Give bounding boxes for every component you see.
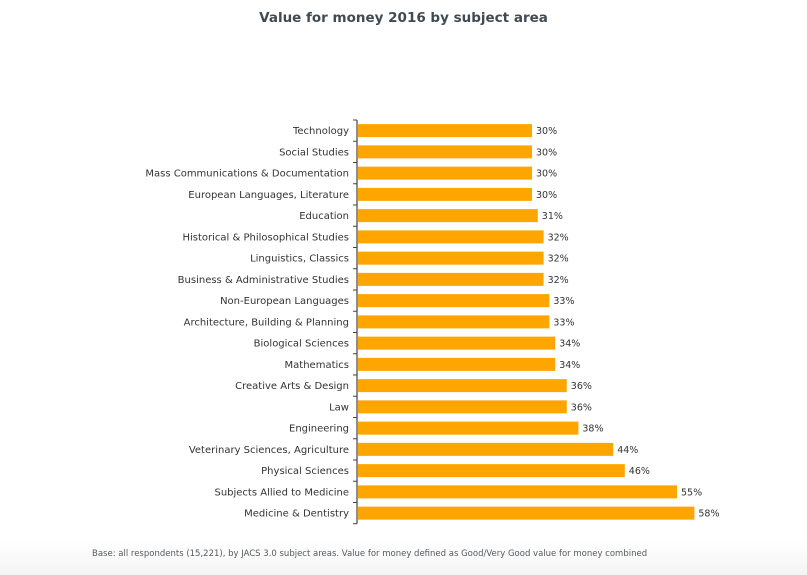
category-label: Mass Communications & Documentation xyxy=(145,169,349,180)
bar xyxy=(358,187,532,201)
category-label: Creative Arts & Design xyxy=(235,381,349,392)
bar xyxy=(358,315,550,329)
category-label: European Languages, Literature xyxy=(188,190,349,201)
data-label: 33% xyxy=(553,296,574,307)
data-label: 32% xyxy=(548,254,569,265)
bar xyxy=(358,209,538,223)
bar xyxy=(358,400,567,414)
footnote-text: Base: all respondents (15,221), by JACS … xyxy=(92,549,648,559)
chart-title: Value for money 2016 by subject area xyxy=(259,10,548,26)
category-label: Mathematics xyxy=(285,360,349,371)
data-label: 32% xyxy=(548,275,569,286)
bar xyxy=(358,485,677,499)
bar xyxy=(358,442,614,456)
bar xyxy=(358,357,556,371)
data-label: 30% xyxy=(536,190,557,201)
category-label: Social Studies xyxy=(279,147,349,158)
data-label: 30% xyxy=(536,147,557,158)
category-label: Veterinary Sciences, Agriculture xyxy=(189,445,349,456)
bar xyxy=(358,464,625,478)
category-label: Architecture, Building & Planning xyxy=(184,317,349,328)
category-label: Technology xyxy=(292,126,349,137)
category-label: Subjects Allied to Medicine xyxy=(214,487,349,498)
category-label: Biological Sciences xyxy=(254,339,349,350)
data-label: 31% xyxy=(542,211,563,222)
category-label: Education xyxy=(299,211,349,222)
data-label: 34% xyxy=(559,360,580,371)
data-label: 58% xyxy=(698,509,719,520)
data-label: 33% xyxy=(553,317,574,328)
bar xyxy=(358,166,532,180)
bar xyxy=(358,272,544,286)
category-label: Non-European Languages xyxy=(220,296,349,307)
data-label: 36% xyxy=(571,381,592,392)
bar xyxy=(358,421,579,435)
category-label: Law xyxy=(329,402,349,413)
footnote-bar: Base: all respondents (15,221), by JACS … xyxy=(0,541,807,575)
bar xyxy=(358,506,695,520)
data-label: 30% xyxy=(536,126,557,137)
data-label: 44% xyxy=(617,445,638,456)
category-label: Business & Administrative Studies xyxy=(178,275,349,286)
data-label: 34% xyxy=(559,339,580,350)
category-label: Historical & Philosophical Studies xyxy=(182,232,349,243)
bar xyxy=(358,294,550,308)
data-label: 38% xyxy=(582,424,603,435)
bar xyxy=(358,145,532,159)
data-label: 46% xyxy=(629,466,650,477)
bar xyxy=(358,251,544,265)
data-label: 36% xyxy=(571,402,592,413)
data-label: 30% xyxy=(536,169,557,180)
category-label: Physical Sciences xyxy=(261,466,349,477)
bar xyxy=(358,124,532,138)
category-label: Medicine & Dentistry xyxy=(244,509,349,520)
data-label: 55% xyxy=(681,487,702,498)
data-label: 32% xyxy=(548,232,569,243)
category-label: Engineering xyxy=(289,424,349,435)
bar xyxy=(358,379,567,393)
category-label: Linguistics, Classics xyxy=(250,254,349,265)
bar xyxy=(358,336,556,350)
bar xyxy=(358,230,544,244)
